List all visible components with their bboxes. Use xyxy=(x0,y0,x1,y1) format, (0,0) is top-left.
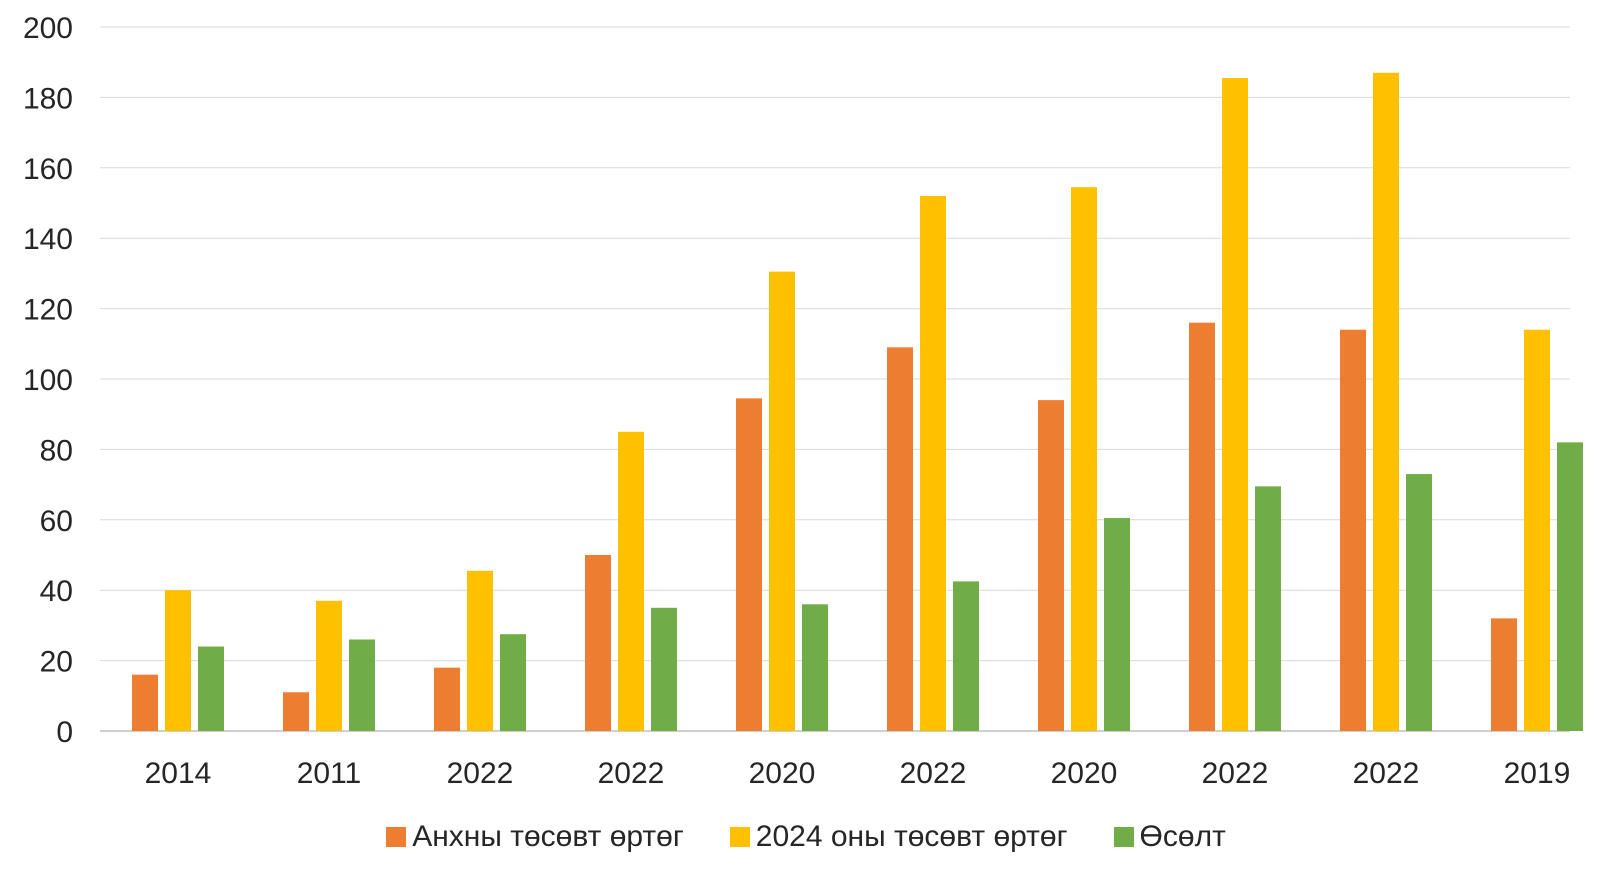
bar xyxy=(467,570,493,731)
legend-swatch-growth xyxy=(1113,827,1134,847)
y-tick-label: 160 xyxy=(23,153,73,186)
bar xyxy=(887,347,913,731)
bar xyxy=(1189,322,1215,731)
bar xyxy=(1524,329,1550,731)
bar xyxy=(1406,474,1432,731)
x-tick-label: 2019 xyxy=(1504,757,1571,790)
bar xyxy=(1222,78,1248,732)
bar xyxy=(349,639,375,731)
bar xyxy=(920,195,946,731)
legend-label-growth: Өсөлт xyxy=(1139,820,1226,853)
bar xyxy=(283,692,309,731)
bar xyxy=(802,604,828,731)
x-tick-label: 2022 xyxy=(1202,757,1269,790)
bar xyxy=(1557,442,1583,731)
legend-swatch-2024-cost xyxy=(729,827,750,847)
y-tick-label: 80 xyxy=(40,434,73,467)
bar xyxy=(651,607,677,731)
bar xyxy=(1038,400,1064,731)
bar xyxy=(434,667,460,731)
legend-item-2024-cost: 2024 оны төсөвт өртөг xyxy=(729,820,1068,854)
y-tick-label: 20 xyxy=(40,646,73,679)
y-tick-label: 100 xyxy=(23,364,73,397)
y-axis-labels: 0 20 40 60 80 100 120 140 160 180 200 xyxy=(23,12,73,749)
y-tick-label: 180 xyxy=(23,82,73,115)
bar xyxy=(953,581,979,731)
bar xyxy=(1104,518,1130,731)
x-tick-label: 2022 xyxy=(447,757,514,790)
x-tick-label: 2022 xyxy=(1353,757,1420,790)
bar xyxy=(316,600,342,731)
x-tick-label: 2014 xyxy=(145,757,212,790)
bar xyxy=(198,646,224,731)
bar xyxy=(132,674,158,731)
bars xyxy=(132,72,1583,732)
bar xyxy=(1340,329,1366,731)
bar xyxy=(1255,486,1281,731)
bar xyxy=(1491,618,1517,731)
x-tick-label: 2020 xyxy=(749,757,816,790)
bar-chart: 0 20 40 60 80 100 120 140 160 180 200 2014 2011 2022… xyxy=(23,12,1583,790)
y-tick-label: 140 xyxy=(23,223,73,256)
x-axis-labels: 2014 2011 2022 2022 2020 2022 2020 2022 2022 2019 xyxy=(145,757,1571,790)
y-tick-label: 40 xyxy=(40,575,73,608)
bar xyxy=(769,271,795,731)
bar xyxy=(585,555,611,731)
gridlines xyxy=(100,26,1570,732)
x-tick-label: 2022 xyxy=(900,757,967,790)
x-tick-label: 2011 xyxy=(297,757,362,790)
y-tick-label: 120 xyxy=(23,294,73,327)
legend-swatch-original-cost xyxy=(386,827,407,847)
legend-label-2024-cost: 2024 оны төсөвт өртөг xyxy=(755,820,1068,853)
x-tick-label: 2020 xyxy=(1051,757,1118,790)
y-tick-label: 60 xyxy=(40,505,73,538)
bar xyxy=(736,398,762,731)
bar xyxy=(1071,187,1097,731)
y-tick-label: 0 xyxy=(56,716,73,749)
bar xyxy=(1373,72,1399,731)
legend-item-original-cost: Анхны төсөвт өртөг xyxy=(386,820,684,854)
legend-label-original-cost: Анхны төсөвт өртөг xyxy=(412,820,684,853)
y-tick-label: 200 xyxy=(23,12,73,45)
x-tick-label: 2022 xyxy=(598,757,665,790)
bar xyxy=(165,590,191,731)
legend: Анхны төсөвт өртөг 2024 оны төсөвт өртөг… xyxy=(0,815,1612,859)
legend-item-growth: Өсөлт xyxy=(1113,820,1226,854)
bar xyxy=(618,431,644,731)
bar xyxy=(500,634,526,731)
